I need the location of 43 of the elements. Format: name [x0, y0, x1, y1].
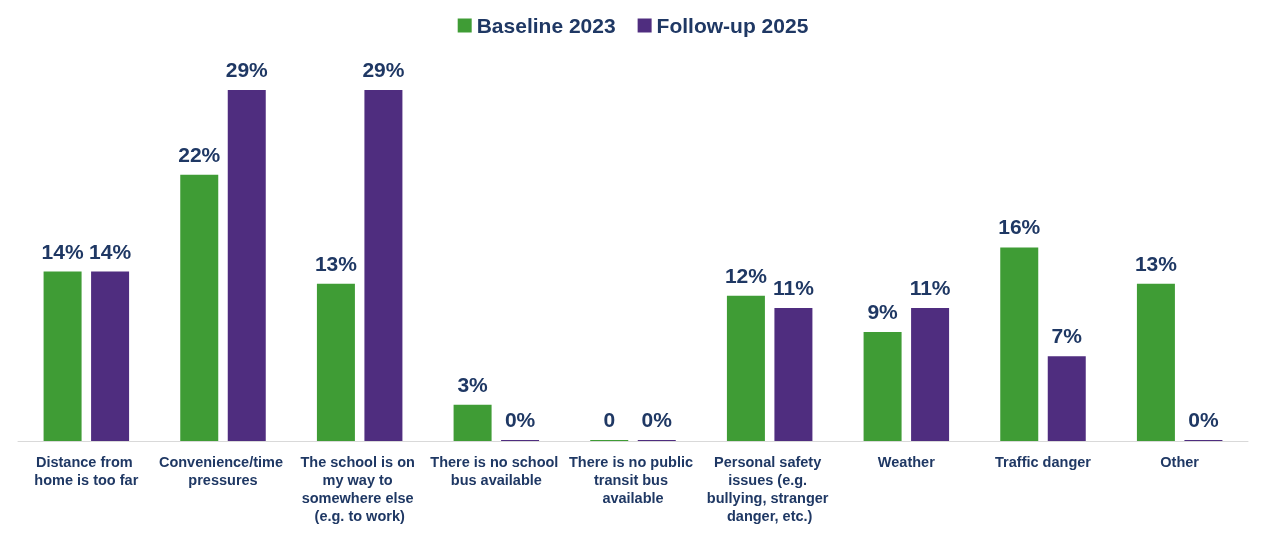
bar	[364, 90, 403, 441]
x-tick-label: Traffic danger	[995, 454, 1092, 470]
x-tick-label: Other	[1160, 454, 1200, 470]
bar	[453, 404, 492, 441]
x-tick-label: There is no school bus available	[430, 454, 563, 488]
legend-label: Baseline 2023	[476, 14, 616, 37]
data-label: 29%	[225, 58, 269, 82]
bar	[726, 295, 765, 441]
data-label: 0%	[1188, 408, 1219, 431]
data-label: 9%	[867, 300, 899, 324]
bar	[774, 307, 813, 441]
x-tick-label: Convenience/time pressures	[158, 454, 288, 488]
data-label: 29%	[362, 58, 405, 82]
data-label: 3%	[457, 372, 489, 396]
data-label: 14%	[41, 239, 84, 263]
data-label: 22%	[178, 142, 221, 166]
bar	[911, 307, 950, 441]
bar	[227, 90, 266, 441]
bar	[180, 174, 219, 441]
bar	[1136, 283, 1175, 441]
x-tick-label: The school is on my way to somewhere else (e.g. to work)	[300, 454, 419, 524]
data-label: 11%	[772, 275, 815, 299]
x-tick-label: Personal safety issues (e.g. bullying, stranger danger, etc.)	[706, 454, 833, 524]
data-label: 12%	[724, 263, 768, 287]
bar	[1000, 247, 1039, 441]
x-tick-label: Weather	[877, 454, 936, 470]
data-label: 13%	[1134, 251, 1178, 275]
bar	[91, 271, 130, 441]
data-label: 11%	[909, 275, 951, 299]
data-label: 14%	[89, 239, 132, 263]
data-label: 16%	[998, 215, 1041, 239]
data-label: 0%	[641, 408, 673, 431]
data-label: 7%	[1051, 324, 1083, 348]
bar	[863, 332, 902, 441]
bar	[316, 283, 355, 441]
bar	[43, 271, 82, 441]
x-tick-label: There is no public transit bus available	[568, 454, 698, 506]
legend-label: Follow-up 2025	[656, 14, 809, 37]
x-tick-label: Distance from home is too far	[34, 454, 139, 488]
bar	[1047, 356, 1086, 441]
data-label: 0	[603, 408, 616, 431]
data-label: 13%	[314, 251, 358, 275]
data-label: 0%	[504, 408, 536, 431]
